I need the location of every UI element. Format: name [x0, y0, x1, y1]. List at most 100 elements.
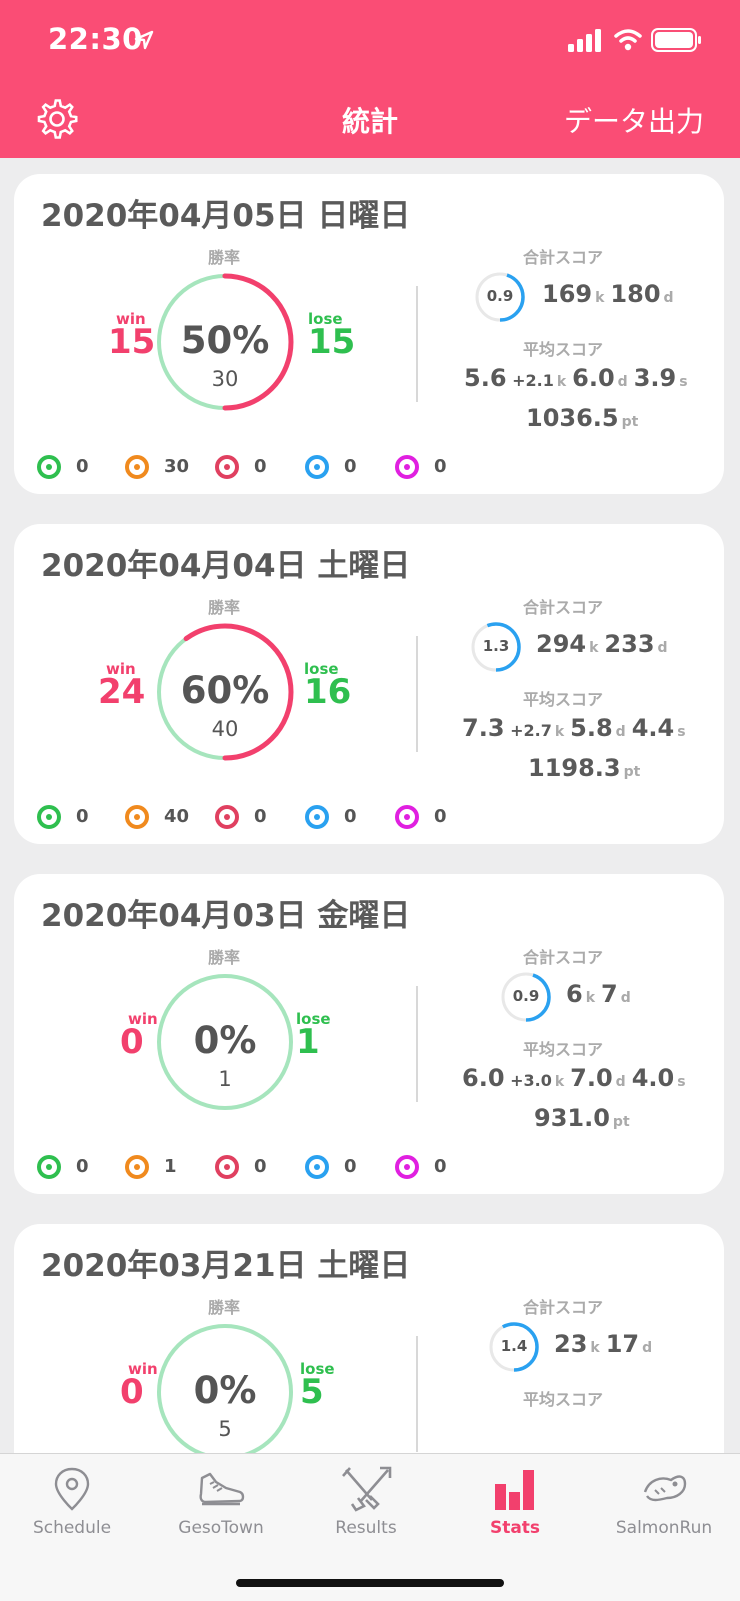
weapon-class-count: 0 [254, 1156, 267, 1177]
day-stats-card[interactable]: 2020年04月03日 金曜日 勝率 0% 1 win 0 lose 1 合計ス… [14, 874, 724, 1194]
shoe-icon [199, 1472, 245, 1506]
grizzco-class-icon [125, 455, 149, 479]
tab-results[interactable]: Results [292, 1462, 440, 1552]
home-indicator [236, 1579, 504, 1587]
total-deaths: 7 [601, 980, 618, 1008]
unit-s: s [679, 374, 688, 390]
total-score-label: 合計スコア [523, 598, 604, 617]
winrate-ring [157, 1324, 293, 1453]
tab-salmonrun[interactable]: SalmonRun [590, 1462, 738, 1552]
total-deaths: 233 [604, 630, 655, 658]
winrate-label: 勝率 [208, 248, 241, 267]
tab-label: GesoTown [178, 1518, 264, 1538]
monster-class-icon [215, 1155, 239, 1179]
gear-icon[interactable] [36, 98, 78, 140]
weapon-class-count: 1 [164, 1156, 177, 1177]
stats-list[interactable]: 2020年04月05日 日曜日 勝率 50% 30 win 15 lose 15… [0, 158, 740, 1453]
status-bar: 22:30 [0, 0, 740, 80]
win-label: win [116, 310, 146, 328]
total-score-line: 169 k 180 d [542, 280, 680, 308]
avg-points-line: 1036.5 pt [526, 404, 644, 432]
avg-score-line: 6.0 +3.0 k 7.0 d 4.0 s [462, 1064, 692, 1092]
lose-label: lose [308, 310, 343, 328]
kd-ratio-value: 0.9 [486, 287, 514, 305]
tab-bar: Schedule GesoTown Results Stats SalmonRu… [0, 1453, 740, 1601]
win-count: 0 [120, 1372, 144, 1412]
unit-d: d [617, 374, 628, 390]
charger-class-icon [395, 455, 419, 479]
status-icons [566, 26, 706, 58]
avg-specials: 4.0 [631, 1064, 675, 1092]
winrate-ring [157, 974, 293, 1110]
shooter-class-icon [37, 455, 61, 479]
shooter-class-icon [37, 805, 61, 829]
total-deaths: 180 [610, 280, 661, 308]
signal-wifi-battery-icon [568, 28, 701, 52]
total-score-label: 合計スコア [523, 948, 604, 967]
charger-class-icon [395, 1155, 419, 1179]
export-data-button[interactable]: データ出力 [563, 105, 704, 138]
weapon-class-count: 40 [164, 806, 190, 827]
weapon-class-count: 0 [76, 456, 89, 477]
lose-count: 15 [308, 322, 356, 362]
tab-stats[interactable]: Stats [441, 1462, 589, 1552]
grizzco-class-icon [125, 805, 149, 829]
tab-gesotown[interactable]: GesoTown [147, 1462, 295, 1552]
tab-schedule[interactable]: Schedule [0, 1462, 146, 1552]
tab-label: SalmonRun [615, 1518, 713, 1538]
lose-count: 16 [304, 672, 352, 712]
divider [416, 1336, 418, 1452]
unit-d: d [615, 724, 626, 740]
monster-class-icon [215, 455, 239, 479]
divider [416, 986, 418, 1102]
winrate-ring [156, 273, 294, 411]
win-label: win [106, 660, 136, 678]
divider [416, 286, 418, 402]
weapon-class-count: 0 [254, 456, 267, 477]
winrate-label: 勝率 [208, 948, 241, 967]
lose-label: lose [304, 660, 339, 678]
tab-label: Schedule [32, 1518, 112, 1538]
win-count: 0 [120, 1022, 144, 1062]
unit-k: k [595, 290, 605, 306]
winrate-percent: 0% [193, 1369, 257, 1412]
total-kills: 23 [554, 1330, 588, 1358]
win-count: 24 [98, 672, 146, 712]
avg-points-line: 931.0 pt [534, 1104, 636, 1132]
unit-d: d [663, 290, 674, 306]
unit-d: d [657, 640, 668, 656]
card-date: 2020年04月04日 土曜日 [41, 548, 411, 584]
avg-score-label: 平均スコア [523, 1390, 604, 1409]
avg-score-label: 平均スコア [523, 340, 604, 359]
unit-pt: pt [612, 1114, 630, 1130]
kd-ratio-value: 1.4 [500, 1337, 528, 1355]
unit-s: s [677, 1074, 686, 1090]
winrate-label: 勝率 [208, 598, 241, 617]
unit-s: s [677, 724, 686, 740]
winrate-label: 勝率 [208, 1298, 241, 1317]
kd-ratio-ring [475, 272, 525, 322]
lose-label: lose [296, 1010, 331, 1028]
win-label: win [128, 1360, 158, 1378]
card-date: 2020年04月05日 日曜日 [41, 198, 411, 234]
shooter-class-icon [37, 1155, 61, 1179]
divider [416, 636, 418, 752]
weapon-class-count: 0 [76, 806, 89, 827]
day-stats-card[interactable]: 2020年04月05日 日曜日 勝率 50% 30 win 15 lose 15… [14, 174, 724, 494]
day-stats-card[interactable]: 2020年04月04日 土曜日 勝率 60% 40 win 24 lose 16… [14, 524, 724, 844]
day-stats-card[interactable]: 2020年03月21日 土曜日 勝率 0% 5 win 0 lose 5 合計ス… [14, 1224, 724, 1453]
total-score-line: 23 k 17 d [554, 1330, 658, 1358]
avg-kills: 5.6 [464, 364, 507, 392]
total-kills: 6 [566, 980, 583, 1008]
location-arrow-icon [134, 30, 154, 50]
unit-k: k [590, 1340, 600, 1356]
tab-label: Stats [489, 1518, 541, 1538]
total-kills: 294 [536, 630, 587, 658]
winrate-percent: 0% [193, 1019, 257, 1062]
total-score-line: 294 k 233 d [536, 630, 674, 658]
total-games: 1 [218, 1067, 232, 1091]
kd-ratio-value: 1.3 [482, 637, 510, 655]
grizzco-class-icon [125, 1155, 149, 1179]
weapon-class-count: 0 [344, 456, 357, 477]
map-pin-icon [54, 1467, 90, 1511]
